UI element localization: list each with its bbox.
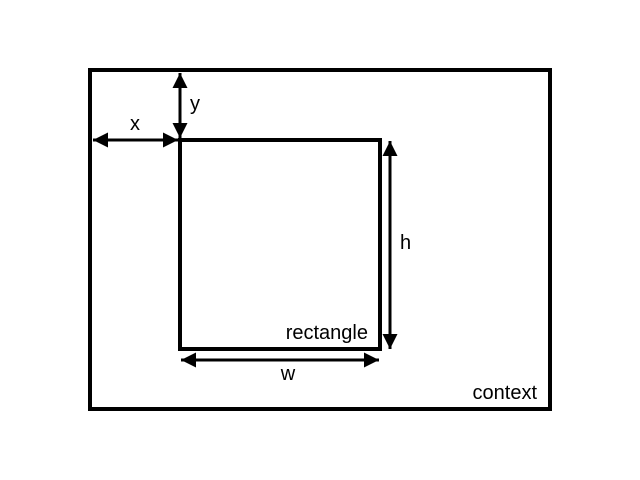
context-label: context <box>473 382 538 404</box>
rectangle-shape <box>178 138 382 351</box>
height-label: h <box>400 232 411 254</box>
width-label: w <box>280 363 296 385</box>
y-label: y <box>190 93 200 115</box>
context-frame <box>88 68 552 411</box>
rectangle-label: rectangle <box>286 322 368 344</box>
x-label: x <box>130 113 140 135</box>
